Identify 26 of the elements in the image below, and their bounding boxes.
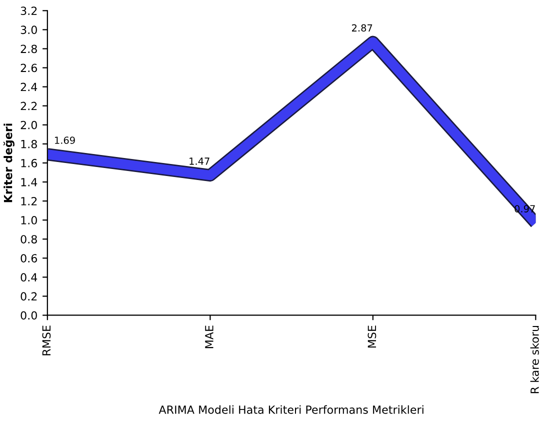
x-tick-label: R kare skoru <box>530 326 539 394</box>
y-tick-label: 3.2 <box>20 6 37 16</box>
y-tick-label: 2.6 <box>20 64 38 72</box>
data-label: 1.69 <box>55 136 75 144</box>
x-tick-label: RMSE <box>42 326 51 356</box>
data-label: 1.47 <box>190 158 210 165</box>
y-axis-title: Kriter değeri <box>3 124 14 202</box>
y-tick-label: 0.6 <box>20 254 38 263</box>
x-tick-label: MSE <box>368 326 376 348</box>
x-tick-label: MAE <box>205 326 214 348</box>
y-tick-label: 0.4 <box>20 273 38 282</box>
y-tick-label: 2.0 <box>20 120 37 130</box>
y-tick-label: 1.6 <box>21 158 38 168</box>
y-tick-label: 1.0 <box>21 216 37 224</box>
y-tick-label: 0.8 <box>20 235 37 244</box>
y-tick-label: 2.2 <box>20 102 37 110</box>
y-tick-label: 3.0 <box>20 26 37 34</box>
data-label: 2.87 <box>352 24 372 32</box>
y-tick-label: 1.2 <box>21 196 37 206</box>
y-tick-label: 1.4 <box>21 178 38 186</box>
y-tick-label: 2.8 <box>20 44 37 54</box>
y-tick-label: 1.8 <box>21 140 37 148</box>
y-tick-label: 0.2 <box>20 292 37 301</box>
x-axis-title: ARIMA Modeli Hata Kriteri Performans Metrikleri <box>158 405 424 414</box>
y-tick-label: 2.4 <box>20 82 38 92</box>
y-tick-label: 0.0 <box>20 311 37 320</box>
